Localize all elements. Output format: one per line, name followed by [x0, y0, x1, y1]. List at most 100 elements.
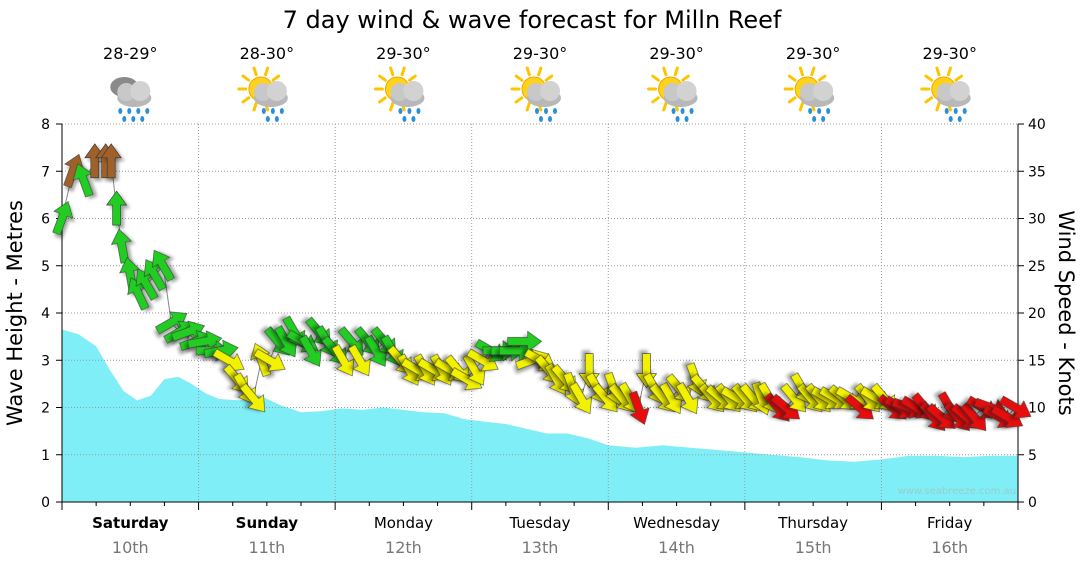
rain-drop — [416, 108, 421, 114]
rain-drop — [948, 116, 953, 122]
sun-rain-icon — [237, 66, 288, 122]
rain-drop — [261, 108, 266, 114]
wind-speed-line — [61, 161, 1016, 418]
cloud-shape — [117, 83, 136, 101]
sun-ray — [787, 74, 797, 82]
rain-drop — [140, 116, 145, 122]
rain-drop — [136, 108, 141, 114]
sun-ray — [662, 101, 668, 112]
rain-drop — [684, 116, 689, 122]
date-label: 10th — [112, 538, 149, 557]
left-tick-label: 1 — [41, 448, 50, 464]
sun-ray — [817, 74, 827, 82]
sun-rain-icon — [647, 66, 698, 122]
wind-arrow — [111, 228, 132, 264]
sun-rain-icon — [920, 66, 971, 122]
left-tick-label: 8 — [41, 117, 50, 133]
left-tick-label: 7 — [41, 164, 50, 180]
sun-ray — [662, 66, 668, 77]
rain-drop — [548, 116, 552, 122]
cloud-shape — [813, 81, 834, 101]
temperature-label: 28-29° — [103, 44, 158, 63]
temperature-label: 29-30° — [376, 44, 431, 63]
sun-ray — [946, 66, 953, 77]
sun-ray — [798, 66, 805, 77]
date-label: 16th — [931, 538, 968, 557]
rain-drop — [407, 108, 412, 114]
cloud-shape — [130, 81, 151, 101]
temperature-label: 29-30° — [786, 44, 841, 63]
sun-ray — [252, 101, 258, 112]
temperature-label: 28-30° — [240, 44, 295, 63]
cloud-shape — [676, 81, 697, 101]
cloud-shape — [266, 81, 287, 101]
left-tick-label: 4 — [41, 306, 50, 322]
left-axis-title: Wave Height - Metres — [3, 200, 27, 426]
rain-drop — [127, 108, 132, 114]
left-tick-label: 2 — [41, 401, 50, 417]
right-tick-label: 30 — [1028, 212, 1046, 228]
sun-ray — [924, 96, 934, 104]
sun-ray — [798, 101, 805, 112]
rain-drop — [689, 108, 694, 114]
cloud-shape — [403, 81, 424, 101]
rain-drop — [535, 108, 539, 114]
sun-ray — [400, 66, 406, 77]
rain-drop — [817, 108, 822, 114]
rain-drop — [279, 108, 284, 114]
rain-drop — [398, 108, 403, 114]
rain-drop — [544, 108, 548, 114]
right-tick-label: 35 — [1028, 164, 1046, 180]
cloud-shape — [253, 83, 272, 101]
rain-drop — [145, 108, 150, 114]
day-label: Wednesday — [633, 514, 720, 532]
sun-ray — [389, 66, 395, 77]
rain-drop — [826, 108, 831, 114]
cloud-shape — [949, 81, 970, 101]
cloud-shape — [800, 83, 819, 101]
cloud-shape — [663, 83, 682, 101]
sun-ray — [544, 74, 554, 82]
rain-drop — [680, 108, 685, 114]
day-label: Monday — [374, 514, 433, 532]
wind-arrow — [106, 190, 128, 226]
rain-drop — [944, 108, 949, 114]
rain-drop — [539, 116, 543, 122]
day-label: Friday — [927, 514, 973, 532]
day-label: Saturday — [92, 514, 169, 532]
wind-arrow — [239, 382, 266, 413]
sun-ray — [954, 74, 964, 82]
sun-ray — [263, 66, 270, 77]
sun-ray — [241, 74, 251, 82]
date-label: 15th — [795, 538, 832, 557]
cloud-shape — [527, 83, 545, 101]
sun-ray — [389, 101, 395, 112]
sun-ray — [252, 66, 258, 77]
left-tick-label: 5 — [41, 259, 50, 275]
right-tick-label: 10 — [1028, 401, 1046, 417]
sun-ray — [681, 74, 690, 82]
wind-arrow — [628, 390, 650, 425]
wind-arrow — [152, 249, 175, 283]
sun-ray — [525, 66, 531, 77]
left-tick-label: 6 — [41, 212, 50, 228]
rain-drop — [962, 108, 967, 114]
date-label: 12th — [385, 538, 422, 557]
sun-ray — [271, 74, 281, 82]
rain-drop — [812, 116, 817, 122]
sun-ray — [537, 66, 543, 77]
left-tick-label: 0 — [41, 495, 50, 511]
watermark: www.seabreeze.com.au — [898, 486, 1016, 497]
sun-rain-icon — [510, 66, 561, 122]
rain-drop — [411, 116, 416, 122]
temperature-label: 29-30° — [922, 44, 977, 63]
wind-arrow — [675, 381, 699, 415]
rain-drop — [671, 108, 676, 114]
rain-drop — [957, 116, 962, 122]
wave-height-area — [62, 329, 1018, 502]
wind-arrow — [999, 395, 1032, 419]
rain-drop — [675, 116, 680, 122]
sun-ray — [924, 74, 934, 82]
